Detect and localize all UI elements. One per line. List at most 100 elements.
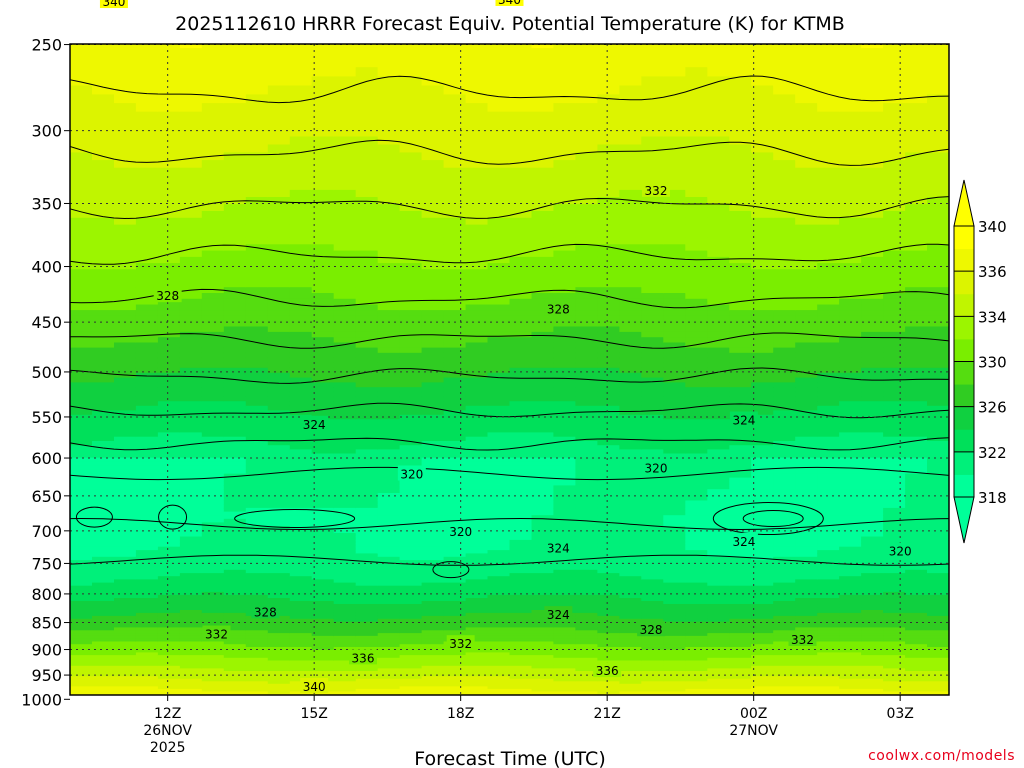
theta-e-cell	[575, 546, 598, 551]
theta-e-cell	[92, 529, 115, 534]
theta-e-cell	[267, 224, 291, 232]
theta-e-cell	[509, 649, 533, 653]
theta-e-cell	[311, 550, 335, 554]
theta-e-cell	[509, 357, 533, 364]
theta-e-cell	[333, 633, 357, 637]
theta-e-cell	[114, 250, 137, 258]
theta-e-cell	[487, 67, 511, 78]
theta-e-cell	[70, 701, 93, 704]
theta-e-cell	[465, 585, 489, 590]
theta-e-cell	[729, 518, 752, 523]
theta-e-cell	[641, 668, 664, 672]
theta-e-cell	[157, 160, 181, 169]
theta-e-cell	[399, 217, 423, 226]
theta-e-cell	[92, 709, 115, 712]
theta-e-cell	[179, 321, 203, 328]
theta-e-cell	[707, 111, 730, 121]
theta-e-cell	[663, 701, 686, 704]
theta-e-cell	[421, 453, 445, 459]
theta-e-cell	[158, 0, 181, 8]
theta-e-cell	[597, 485, 620, 490]
theta-e-cell	[619, 504, 642, 509]
theta-e-cell	[487, 526, 511, 531]
theta-e-cell	[377, 231, 401, 239]
theta-e-cell	[422, 696, 445, 699]
theta-e-cell	[114, 120, 137, 129]
theta-e-cell	[92, 569, 115, 574]
theta-e-cell	[663, 44, 686, 49]
theta-e-cell	[157, 310, 181, 317]
theta-e-cell	[333, 553, 357, 558]
theta-e-cell	[289, 244, 313, 252]
theta-e-cell	[179, 128, 203, 138]
theta-e-cell	[135, 515, 159, 520]
theta-e-cell	[575, 224, 598, 232]
theta-e-cell	[663, 706, 686, 709]
theta-e-cell	[729, 621, 752, 626]
theta-e-cell	[663, 496, 686, 502]
theta-e-cell	[268, 704, 291, 707]
theta-e-cell	[487, 128, 511, 138]
theta-e-cell	[92, 321, 115, 328]
theta-e-cell	[245, 473, 269, 479]
theta-e-cell	[509, 410, 533, 416]
theta-e-cell	[135, 391, 159, 398]
theta-e-cell	[597, 585, 620, 590]
theta-e-cell	[553, 678, 576, 682]
theta-e-cell	[135, 423, 159, 429]
theta-e-cell	[70, 18, 93, 29]
theta-e-cell	[619, 588, 642, 593]
theta-e-cell	[289, 160, 313, 169]
theta-e-cell	[223, 500, 247, 505]
theta-e-cell	[597, 624, 620, 629]
theta-e-cell	[70, 630, 93, 634]
theta-e-cell	[509, 691, 533, 695]
theta-e-cell	[443, 224, 467, 232]
theta-e-cell	[267, 275, 291, 282]
theta-e-cell	[487, 347, 511, 354]
theta-e-cell	[201, 244, 225, 252]
theta-e-cell	[311, 160, 335, 169]
theta-e-cell	[135, 485, 159, 490]
theta-e-cell	[267, 136, 291, 146]
theta-e-cell	[597, 515, 620, 520]
theta-e-cell	[399, 676, 423, 680]
theta-e-cell	[92, 543, 115, 548]
theta-e-cell	[487, 321, 511, 328]
theta-e-cell	[663, 441, 686, 446]
theta-e-cell	[751, 189, 774, 198]
theta-e-cell	[487, 461, 511, 467]
theta-e-cell	[421, 396, 445, 402]
theta-e-cell	[135, 671, 159, 675]
theta-e-cell	[223, 526, 247, 531]
theta-e-cell	[92, 189, 115, 198]
theta-e-cell	[663, 579, 686, 584]
theta-e-cell	[443, 582, 467, 587]
theta-e-cell	[619, 428, 642, 433]
theta-e-cell	[289, 576, 313, 580]
theta-e-cell	[92, 598, 115, 602]
theta-e-cell	[421, 445, 445, 450]
theta-e-cell	[619, 414, 642, 420]
theta-e-cell	[377, 655, 401, 659]
theta-e-cell	[70, 428, 93, 433]
theta-e-cell	[333, 481, 357, 486]
theta-e-cell	[619, 0, 642, 8]
theta-e-cell	[641, 298, 664, 306]
theta-e-cell	[597, 507, 620, 513]
theta-e-cell	[685, 152, 708, 161]
theta-e-cell	[663, 543, 686, 548]
theta-e-cell	[114, 598, 137, 602]
theta-e-cell	[641, 655, 664, 659]
theta-e-cell	[685, 660, 708, 664]
theta-e-cell	[487, 671, 511, 675]
theta-e-cell	[92, 671, 115, 675]
theta-e-cell	[509, 372, 533, 379]
theta-e-cell	[707, 189, 730, 198]
theta-e-cell	[135, 686, 159, 690]
theta-e-cell	[465, 244, 489, 252]
theta-e-cell	[443, 627, 467, 631]
theta-e-cell	[663, 244, 686, 252]
theta-e-cell	[289, 224, 313, 232]
theta-e-cell	[597, 676, 620, 680]
